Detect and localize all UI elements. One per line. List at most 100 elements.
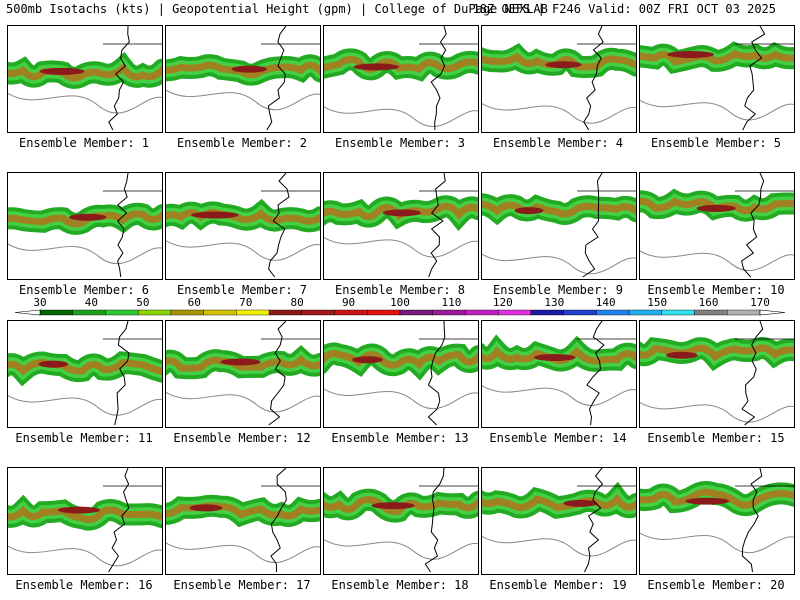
wind-map: [8, 321, 162, 426]
height-contour: [324, 106, 478, 127]
height-contour: [482, 253, 636, 275]
colorbar-end-arrow: [14, 309, 41, 316]
wind-map: [640, 321, 794, 426]
wind-map: [482, 468, 636, 573]
jet-maximum: [514, 207, 544, 215]
ensemble-member-label: Ensemble Member: 14: [489, 431, 627, 445]
height-contour: [640, 401, 794, 423]
ensemble-member-label: Ensemble Member: 4: [492, 136, 624, 150]
coastline: [741, 321, 764, 426]
colorbar-swatch: [367, 309, 401, 316]
coastline: [428, 173, 446, 278]
colorbar-swatch: [628, 309, 663, 316]
jet-stream-core: [482, 200, 636, 218]
height-contour: [166, 391, 320, 413]
coastline: [117, 173, 129, 278]
ensemble-member-label: Ensemble Member: 18: [331, 578, 469, 592]
colorbar-swatch: [727, 309, 761, 316]
jet-stream-core: [8, 505, 162, 524]
jet-stream-core: [8, 358, 162, 376]
wind-map: [8, 468, 162, 573]
jet-maximum: [39, 67, 85, 75]
height-contour: [8, 394, 162, 416]
jet-maximum: [189, 504, 223, 512]
colorbar-tick-label: 70: [239, 296, 253, 309]
coastline: [114, 321, 130, 426]
ensemble-member-label: Ensemble Member: 3: [334, 136, 466, 150]
ensemble-member-label: Ensemble Member: 1: [18, 136, 150, 150]
ensemble-member-label: Ensemble Member: 19: [489, 578, 627, 592]
ensemble-member-panel: [7, 25, 163, 133]
jet-stream-core: [640, 344, 794, 362]
ensemble-member-panel: [323, 25, 479, 133]
colorbar-tick-label: 100: [390, 296, 410, 309]
ensemble-member-panel: [323, 172, 479, 280]
wind-map: [166, 26, 320, 131]
coastline: [584, 468, 604, 573]
colorbar-swatch: [39, 309, 73, 316]
wind-map: [166, 173, 320, 278]
ensemble-member-panel: [639, 320, 795, 428]
colorbar-tick-label: 120: [492, 296, 513, 309]
height-contour: [482, 102, 636, 124]
ensemble-member-panel: [639, 25, 795, 133]
wind-map: [482, 321, 636, 426]
colorbar-tick-label: 150: [647, 296, 668, 309]
jet-maximum: [220, 358, 261, 366]
ensemble-member-label: Ensemble Member: 16: [15, 578, 153, 592]
coastline: [582, 173, 603, 278]
coastline: [586, 321, 605, 426]
ensemble-member-panel: [481, 320, 637, 428]
jet-stream-core: [482, 493, 636, 512]
colorbar-swatch: [661, 309, 695, 316]
ensemble-member-panel: [165, 172, 321, 280]
ensemble-member-panel: [323, 467, 479, 575]
height-contour: [324, 388, 478, 409]
jet-stream-core: [640, 49, 794, 66]
wind-map: [640, 468, 794, 573]
coastline: [424, 468, 445, 573]
colorbar-swatch: [137, 309, 172, 316]
colorbar-swatch: [203, 309, 237, 316]
jet-maximum: [190, 211, 239, 219]
ensemble-member-panel: [7, 467, 163, 575]
colorbar-swatch: [268, 309, 303, 316]
ensemble-member-label: Ensemble Member: 15: [647, 431, 785, 445]
ensemble-member-panel: [165, 467, 321, 575]
jet-maximum: [353, 63, 400, 71]
ensemble-member-panel: [481, 25, 637, 133]
wind-map: [640, 26, 794, 131]
ensemble-member-label: Ensemble Member: 17: [173, 578, 311, 592]
wind-map: [482, 26, 636, 131]
coastline: [268, 321, 287, 426]
wind-map: [324, 173, 478, 278]
jet-maximum: [352, 356, 383, 364]
ensemble-member-label: Ensemble Member: 8: [334, 283, 466, 297]
colorbar-swatch: [563, 309, 597, 316]
colorbar-tick-label: 160: [698, 296, 719, 309]
coastline: [266, 26, 287, 131]
colorbar-swatch: [236, 309, 270, 316]
coastline: [108, 468, 130, 573]
colorbar-end-arrow: [759, 309, 786, 316]
jet-stream-core: [8, 210, 162, 228]
jet-maximum: [57, 506, 101, 514]
height-contour: [166, 240, 320, 261]
jet-maximum: [382, 209, 422, 217]
coastline: [742, 26, 766, 131]
jet-maximum: [667, 50, 714, 58]
height-contour: [640, 250, 794, 271]
colorbar-tick-label: 140: [595, 296, 616, 309]
ensemble-member-panel: [165, 25, 321, 133]
ensemble-member-label: Ensemble Member: 12: [173, 431, 311, 445]
colorbar-swatch: [105, 309, 139, 316]
coastline: [268, 173, 290, 278]
colorbar-tick-label: 90: [341, 296, 356, 309]
colorbar-swatch: [596, 309, 630, 316]
colorbar-swatch: [530, 309, 564, 316]
height-contour: [8, 92, 162, 114]
height-contour: [8, 545, 162, 567]
colorbar-tick-label: 60: [187, 296, 201, 309]
jet-stream-core: [8, 62, 162, 82]
jet-maximum: [371, 502, 415, 510]
